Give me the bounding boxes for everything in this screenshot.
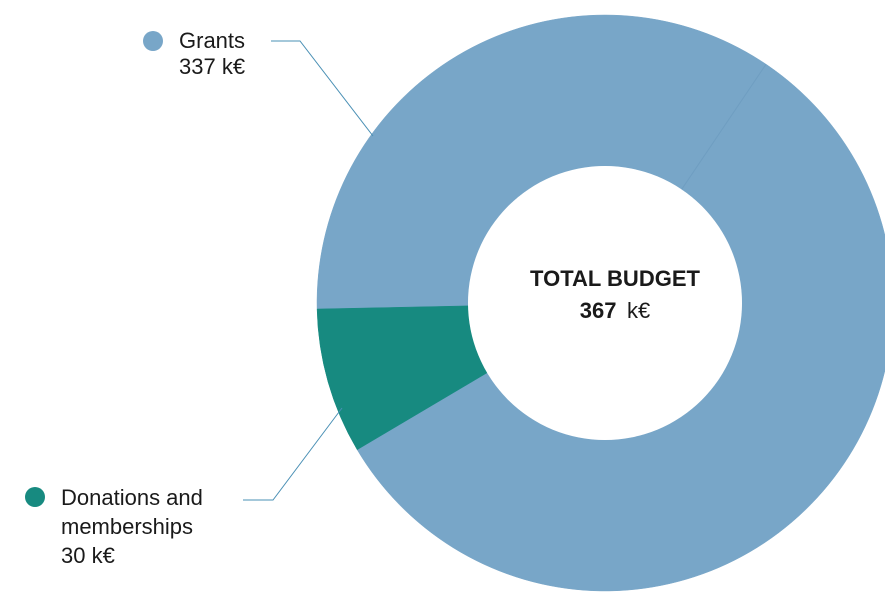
legend-value-donations-and-memberships: 30 k€ xyxy=(61,543,115,568)
center-total-value: 367 k€ xyxy=(580,298,650,323)
donut-slices xyxy=(316,14,885,592)
legend-dot-donations-and-memberships xyxy=(25,487,45,507)
slice-seam xyxy=(681,63,767,190)
legend-label-donations-and-memberships: memberships xyxy=(61,514,193,539)
legend-label-donations-and-memberships: Donations and xyxy=(61,485,203,510)
legend-dot-grants xyxy=(143,31,163,51)
leader-line-grants xyxy=(271,40,374,137)
legend-value-grants: 337 k€ xyxy=(179,54,245,79)
leader-line-donations-and-memberships xyxy=(243,407,343,501)
center-total-title: TOTAL BUDGET xyxy=(530,266,700,291)
center-total-number: 367 xyxy=(580,298,617,323)
donut-hole xyxy=(468,166,742,440)
center-total-unit: k€ xyxy=(627,298,650,323)
legend-label-grants: Grants xyxy=(179,28,245,53)
